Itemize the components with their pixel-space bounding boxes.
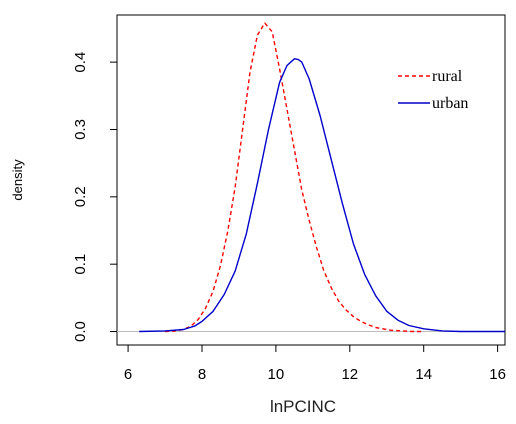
legend-urban-label: urban — [432, 95, 468, 112]
series-layer — [139, 22, 505, 333]
y-tick-label: 0.2 — [72, 186, 89, 207]
x-tick-label: 12 — [341, 366, 358, 383]
y-tick-label: 0.1 — [72, 254, 89, 275]
y-axis: 0.0 0.1 0.2 0.3 0.4 — [72, 52, 117, 342]
x-tick-label: 8 — [198, 366, 206, 383]
x-tick-label: 10 — [268, 366, 285, 383]
y-axis-title: density — [10, 159, 25, 201]
x-tick-label: 6 — [124, 366, 132, 383]
series-rural-line — [164, 22, 424, 333]
legend-rural-label: rural — [432, 68, 463, 85]
y-tick-label: 0.3 — [72, 119, 89, 140]
x-axis: 6 8 10 12 14 16 — [124, 345, 506, 383]
x-tick-label: 14 — [415, 366, 432, 383]
plot-frame — [116, 14, 506, 346]
y-tick-label: 0.0 — [72, 321, 89, 342]
x-tick-label: 16 — [489, 366, 506, 383]
series-urban-line — [139, 58, 505, 333]
legend: rural urban — [398, 68, 468, 112]
x-axis-title: lnPCINC — [270, 397, 336, 416]
y-tick-label: 0.4 — [72, 52, 89, 73]
